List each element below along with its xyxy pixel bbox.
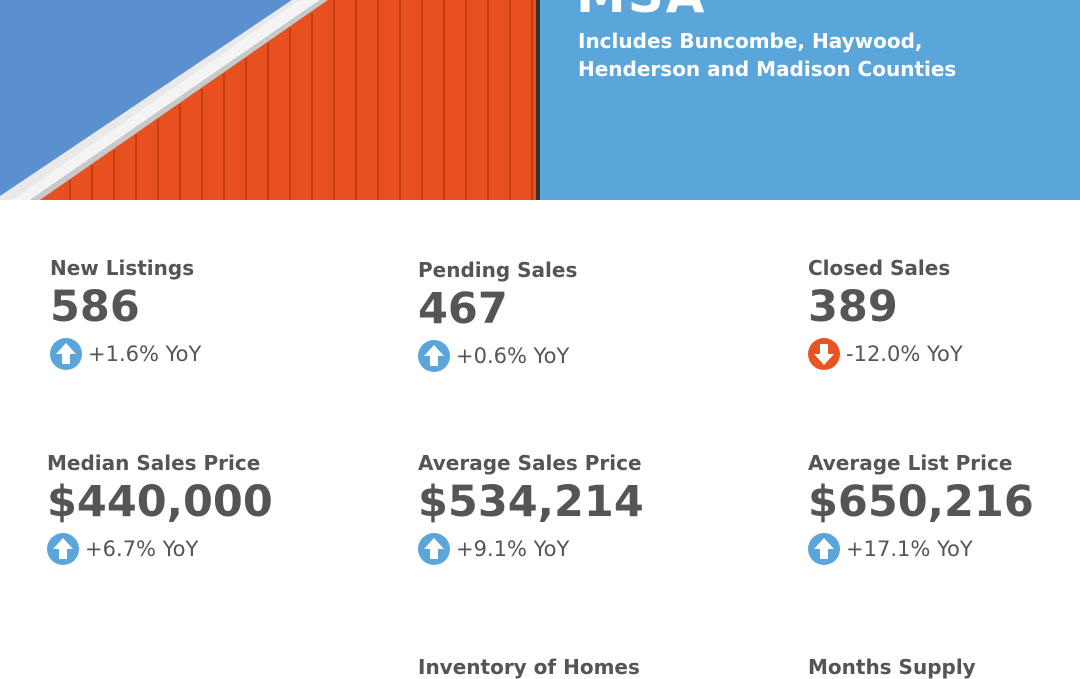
metric-change-text: +1.6% YoY: [88, 342, 202, 366]
subtitle-line-2: Henderson and Madison Counties: [578, 57, 957, 81]
metric-months-supply: Months Supply: [808, 655, 976, 679]
metric-change: +6.7% YoY: [47, 533, 273, 565]
arrow-up-icon: [50, 338, 82, 370]
metric-change-text: +9.1% YoY: [456, 537, 570, 561]
metric-label: Pending Sales: [418, 258, 578, 282]
metric-new-listings: New Listings 586 +1.6% YoY: [50, 256, 201, 370]
metric-label: Median Sales Price: [47, 451, 261, 475]
metric-change: +1.6% YoY: [50, 338, 201, 370]
barn-roof-image: [0, 0, 540, 200]
region-title: MSA: [576, 0, 706, 20]
metric-value: $440,000: [47, 477, 273, 527]
metric-change-text: +6.7% YoY: [85, 537, 199, 561]
arrow-up-icon: [47, 533, 79, 565]
metric-inventory-of-homes: Inventory of Homes: [418, 655, 640, 679]
metric-value: 389: [808, 282, 898, 332]
metric-average-list-price: Average List Price $650,216 +17.1% YoY: [808, 451, 1034, 565]
metric-label: New Listings: [50, 256, 195, 280]
metric-value: $534,214: [418, 477, 644, 527]
metric-average-sales-price: Average Sales Price $534,214 +9.1% YoY: [418, 451, 644, 565]
metric-value: 586: [50, 282, 140, 332]
metric-change: +17.1% YoY: [808, 533, 1034, 565]
metric-pending-sales: Pending Sales 467 +0.6% YoY: [418, 258, 577, 372]
arrow-up-icon: [418, 340, 450, 372]
metric-label: Average List Price: [808, 451, 1013, 475]
metric-label: Inventory of Homes: [418, 655, 640, 679]
header-banner: MSA Includes Buncombe, Haywood, Henderso…: [540, 0, 1080, 200]
region-subtitle: Includes Buncombe, Haywood, Henderson an…: [578, 27, 1038, 83]
metric-label: Months Supply: [808, 655, 976, 679]
arrow-up-icon: [418, 533, 450, 565]
report-header: MSA Includes Buncombe, Haywood, Henderso…: [0, 0, 1080, 200]
arrow-up-icon: [808, 533, 840, 565]
metric-change: -12.0% YoY: [808, 338, 963, 370]
metric-change: +0.6% YoY: [418, 340, 577, 372]
metric-value: 467: [418, 284, 508, 334]
metric-change-text: -12.0% YoY: [846, 342, 963, 366]
barn-photo: [0, 0, 540, 200]
metric-change: +9.1% YoY: [418, 533, 644, 565]
metric-label: Closed Sales: [808, 256, 951, 280]
metric-closed-sales: Closed Sales 389 -12.0% YoY: [808, 256, 963, 370]
metric-change-text: +17.1% YoY: [846, 537, 973, 561]
metric-median-sales-price: Median Sales Price $440,000 +6.7% YoY: [47, 451, 273, 565]
subtitle-line-1: Includes Buncombe, Haywood,: [578, 29, 923, 53]
metric-change-text: +0.6% YoY: [456, 344, 570, 368]
metric-label: Average Sales Price: [418, 451, 642, 475]
metric-value: $650,216: [808, 477, 1034, 527]
arrow-down-icon: [808, 338, 840, 370]
